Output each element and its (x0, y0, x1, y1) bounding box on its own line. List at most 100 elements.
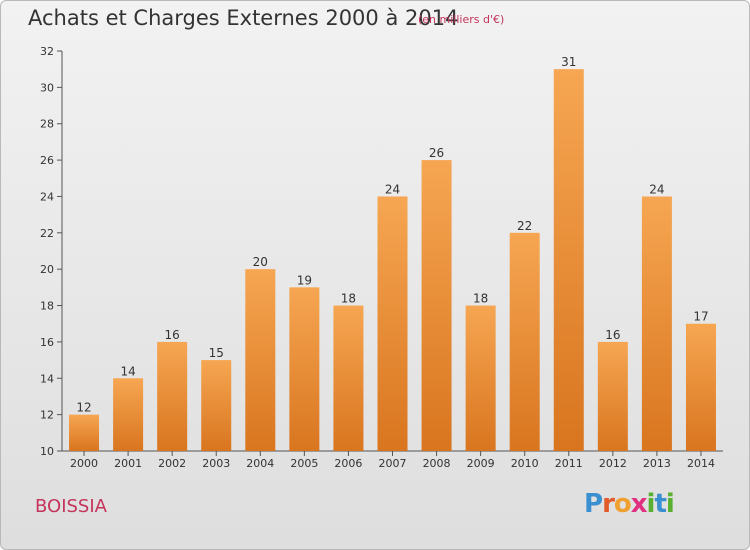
y-tick: 32 (40, 45, 62, 58)
proxiti-logo: Proxiti (584, 489, 675, 519)
bar-2007 (377, 196, 408, 451)
x-tick-label: 2007 (379, 457, 407, 470)
y-tick-label: 28 (40, 118, 54, 131)
chart-axes: 10 12 14 16 18 20 22 24 26 28 30 32 2000 2001 2002 2003… (40, 45, 723, 470)
x-tick-label: 2011 (555, 457, 583, 470)
data-label-2004: 20 (253, 255, 268, 269)
x-tick: 2008 (423, 451, 451, 470)
data-label-2007: 24 (385, 182, 400, 196)
data-label-2005: 19 (297, 273, 312, 287)
x-tick: 2009 (467, 451, 495, 470)
y-tick: 18 (40, 300, 62, 313)
y-tick: 12 (40, 409, 62, 422)
commune-name: BOISSIA (35, 496, 107, 517)
x-tick-label: 2001 (114, 457, 142, 470)
bar-2013 (641, 196, 672, 451)
chart-data-labels: 12 14 16 15 20 19 18 24 26 18 22 31 16 24 17 (76, 55, 708, 414)
chart-title: Achats et Charges Externes 2000 à 2014 (28, 6, 459, 30)
chart-subtitle: (en milliers d'€) (418, 13, 505, 26)
x-tick-label: 2000 (70, 457, 98, 470)
y-tick: 26 (40, 154, 62, 167)
y-tick-label: 30 (40, 81, 54, 94)
y-tick: 24 (40, 190, 62, 203)
bar-2011 (553, 69, 584, 451)
x-tick: 2011 (555, 451, 583, 470)
data-label-2008: 26 (429, 146, 444, 160)
bar-2012 (597, 341, 628, 451)
logo-letter: r (602, 489, 615, 519)
y-tick-label: 26 (40, 154, 54, 167)
x-tick-label: 2003 (202, 457, 230, 470)
bar-2000 (69, 414, 100, 451)
logo-letter: i (646, 489, 656, 519)
y-tick: 16 (40, 336, 62, 349)
y-tick: 28 (40, 118, 62, 131)
data-label-2013: 24 (649, 182, 664, 196)
x-tick: 2006 (334, 451, 362, 470)
x-tick-label: 2005 (290, 457, 318, 470)
bar-2002 (157, 341, 188, 451)
y-tick-label: 16 (40, 336, 54, 349)
x-tick: 2000 (70, 451, 98, 470)
y-tick: 30 (40, 81, 62, 94)
x-tick-label: 2006 (334, 457, 362, 470)
x-tick: 2007 (379, 451, 407, 470)
data-label-2006: 18 (341, 292, 356, 306)
data-label-2010: 22 (517, 219, 532, 233)
x-tick: 2014 (687, 451, 715, 470)
x-tick: 2004 (246, 451, 274, 470)
chart-bars (69, 69, 716, 451)
logo-letter: i (665, 489, 675, 519)
y-tick-label: 24 (40, 190, 54, 203)
bar-2006 (333, 305, 364, 451)
y-tick-label: 32 (40, 45, 54, 58)
bar-2014 (685, 323, 716, 451)
logo-letter: o (613, 489, 632, 519)
bar-2003 (201, 360, 232, 451)
x-tick: 2003 (202, 451, 230, 470)
x-tick: 2013 (643, 451, 671, 470)
y-tick: 22 (40, 227, 62, 240)
logo-letter: P (584, 489, 603, 519)
bar-2009 (465, 305, 496, 451)
bar-2005 (289, 287, 320, 451)
y-tick-label: 18 (40, 300, 54, 313)
x-tick-label: 2014 (687, 457, 715, 470)
x-tick-label: 2002 (158, 457, 186, 470)
x-tick-label: 2004 (246, 457, 274, 470)
x-tick: 2010 (511, 451, 539, 470)
x-tick: 2005 (290, 451, 318, 470)
x-tick-label: 2012 (599, 457, 627, 470)
data-label-2001: 14 (120, 364, 135, 378)
data-label-2012: 16 (605, 328, 620, 342)
logo-letter: t (654, 489, 666, 519)
y-tick: 14 (40, 372, 62, 385)
bar-2001 (113, 378, 144, 451)
data-label-2003: 15 (209, 346, 224, 360)
x-tick-label: 2010 (511, 457, 539, 470)
data-label-2002: 16 (165, 328, 180, 342)
y-tick-label: 12 (40, 409, 54, 422)
y-tick-label: 10 (40, 445, 54, 458)
y-tick-label: 14 (40, 372, 54, 385)
x-tick-label: 2013 (643, 457, 671, 470)
x-tick-label: 2009 (467, 457, 495, 470)
data-label-2014: 17 (693, 310, 708, 324)
bar-2010 (509, 232, 540, 451)
logo-letter: x (630, 489, 648, 519)
y-tick: 10 (40, 445, 62, 458)
y-tick-label: 22 (40, 227, 54, 240)
x-tick-label: 2008 (423, 457, 451, 470)
bar-2004 (245, 269, 276, 451)
data-label-2011: 31 (561, 55, 576, 69)
x-tick: 2001 (114, 451, 142, 470)
x-tick: 2002 (158, 451, 186, 470)
x-tick: 2012 (599, 451, 627, 470)
data-label-2000: 12 (76, 401, 91, 415)
y-tick: 20 (40, 263, 62, 276)
y-tick-label: 20 (40, 263, 54, 276)
data-label-2009: 18 (473, 292, 488, 306)
bar-2008 (421, 160, 452, 451)
